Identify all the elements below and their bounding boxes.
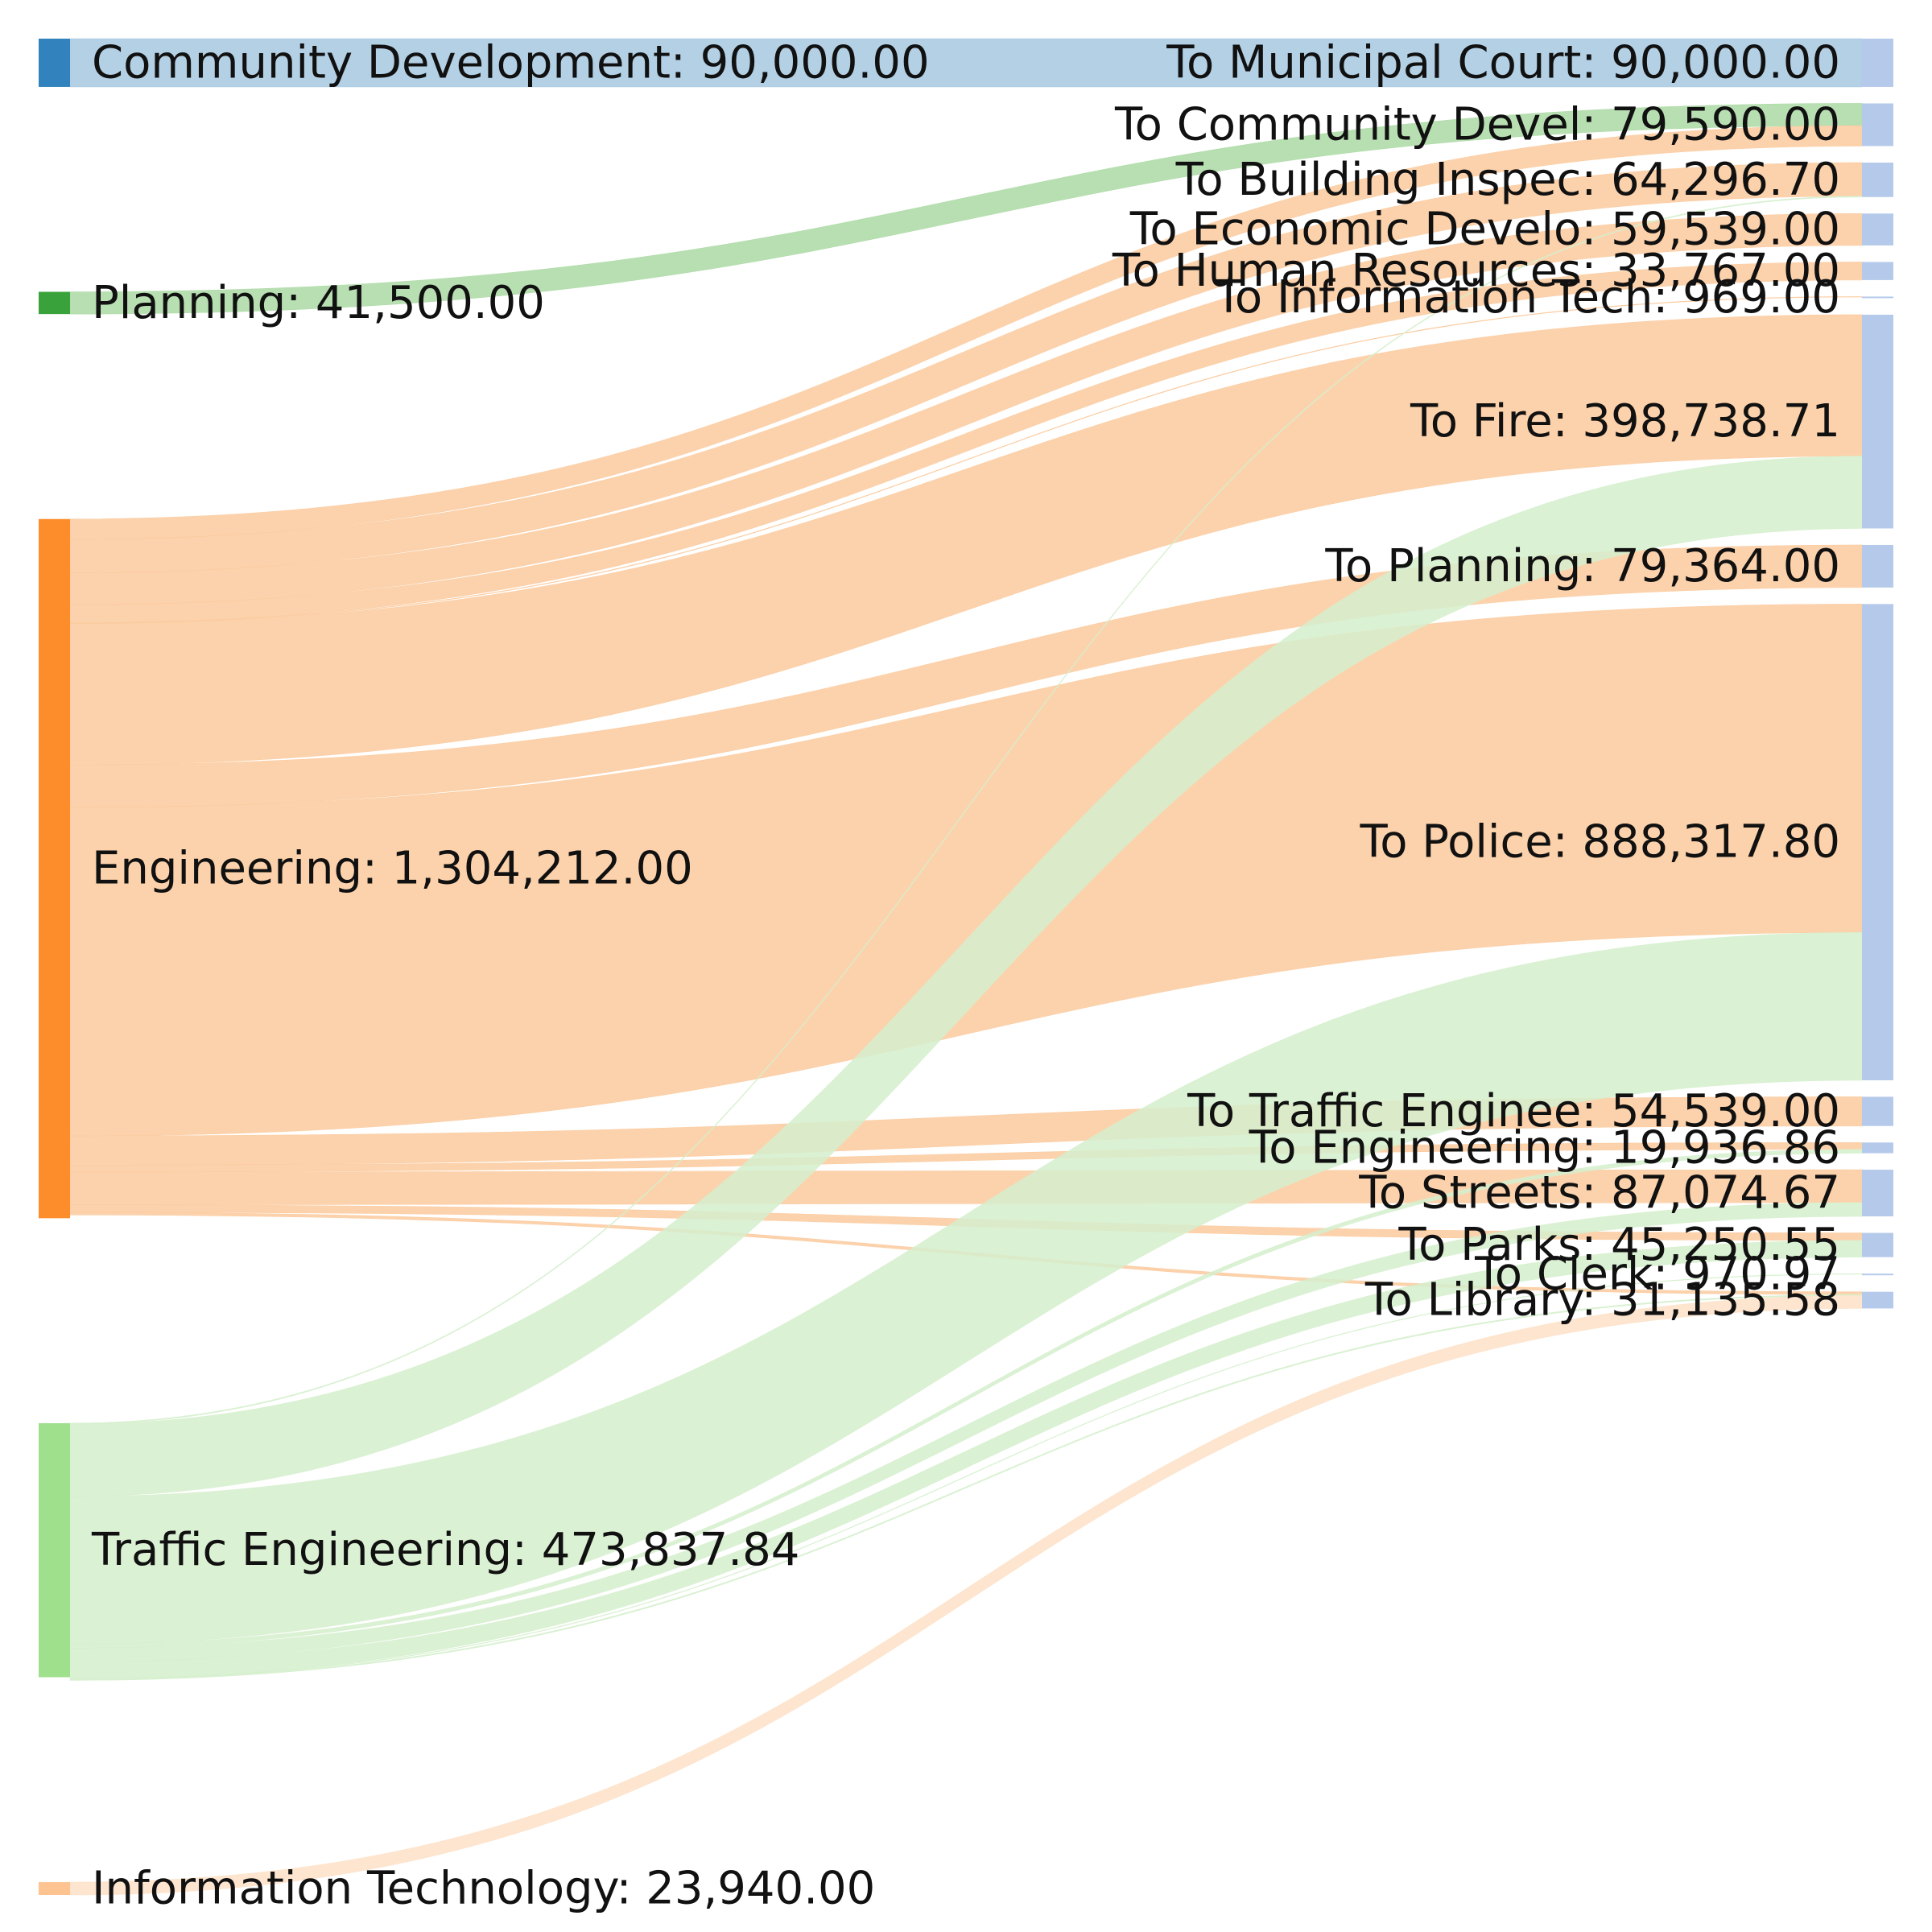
target-node-economic-develo [1862,213,1893,246]
target-label-police: To Police: 888,317.80 [1360,816,1840,869]
target-node-community-devel [1862,103,1893,147]
target-label-traffic-enginee: To Traffic Enginee: 54,539.00 [1187,1085,1840,1137]
target-label-municipal-court: To Municipal Court: 90,000.00 [1166,36,1840,89]
target-node-fire [1862,314,1893,529]
link-traffic-engineering-to-parks [69,1240,1863,1679]
links-layer [69,38,1863,1896]
target-node-library [1862,1291,1893,1309]
target-label-planning-t: To Planning: 79,364.00 [1324,540,1840,592]
link-traffic-engineering-to-building-inspec [69,196,1863,1425]
labels-layer: Community Development: 90,000.00 Planning… [91,36,1840,1914]
target-label-engineering-t: To Engineering: 19,936.86 [1249,1121,1840,1174]
target-label-building-inspec: To Building Inspec: 64,296.70 [1175,154,1840,206]
target-node-police [1862,604,1893,1080]
target-node-municipal-court [1862,39,1893,87]
link-engineering-to-economic-develo [69,213,1863,605]
target-node-clerk [1862,1274,1893,1276]
source-node-planning [39,291,70,315]
source-node-engineering [39,518,70,1219]
target-node-parks [1862,1232,1893,1257]
target-label-community-devel: To Community Devel: 79,590.00 [1114,98,1840,151]
target-node-streets [1862,1170,1893,1217]
target-label-economic-develo: To Economic Develo: 59,539.00 [1129,204,1840,256]
link-traffic-engineering-to-police [69,932,1863,1645]
target-label-information-tech: To Information Tech: 969.00 [1214,271,1840,324]
nodes-layer [39,39,1893,1895]
target-label-library: To Library: 31,135.58 [1364,1274,1840,1327]
target-node-engineering-t [1862,1142,1893,1154]
target-node-traffic-enginee [1862,1096,1893,1126]
link-engineering-to-community-devel [69,125,1863,540]
target-node-human-resources [1862,262,1893,280]
source-node-community-development [39,39,70,87]
target-node-information-tech [1862,296,1893,299]
target-label-parks: To Parks: 45,250.55 [1397,1219,1840,1271]
link-traffic-engineering-to-streets [69,1202,1863,1662]
source-label-traffic-engineering: Traffic Engineering: 473,837.84 [91,1524,799,1576]
source-node-traffic-engineering [39,1422,70,1678]
source-label-engineering: Engineering: 1,304,212.00 [92,843,693,895]
link-traffic-engineering-to-engineering-t [69,1149,1863,1649]
source-label-community-development: Community Development: 90,000.00 [92,36,930,89]
target-label-clerk: To Clerk: 970.97 [1474,1249,1840,1301]
source-node-information-technology [39,1882,70,1895]
target-label-streets: To Streets: 87,074.67 [1358,1167,1840,1220]
target-node-building-inspec [1862,162,1893,197]
source-label-information-technology: Information Technology: 23,940.00 [92,1863,875,1915]
target-node-planning-t [1862,544,1893,588]
source-label-planning: Planning: 41,500.00 [92,277,545,329]
target-label-human-resources: To Human Resources: 33,767.00 [1112,245,1840,297]
target-label-fire: To Fire: 398,738.71 [1410,395,1840,448]
